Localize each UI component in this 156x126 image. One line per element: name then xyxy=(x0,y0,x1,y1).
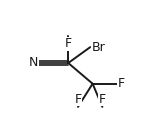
Text: F: F xyxy=(99,93,106,106)
Text: F: F xyxy=(65,37,72,50)
Text: F: F xyxy=(74,93,82,106)
Text: N: N xyxy=(28,56,38,70)
Text: F: F xyxy=(118,77,125,90)
Text: Br: Br xyxy=(91,41,105,54)
